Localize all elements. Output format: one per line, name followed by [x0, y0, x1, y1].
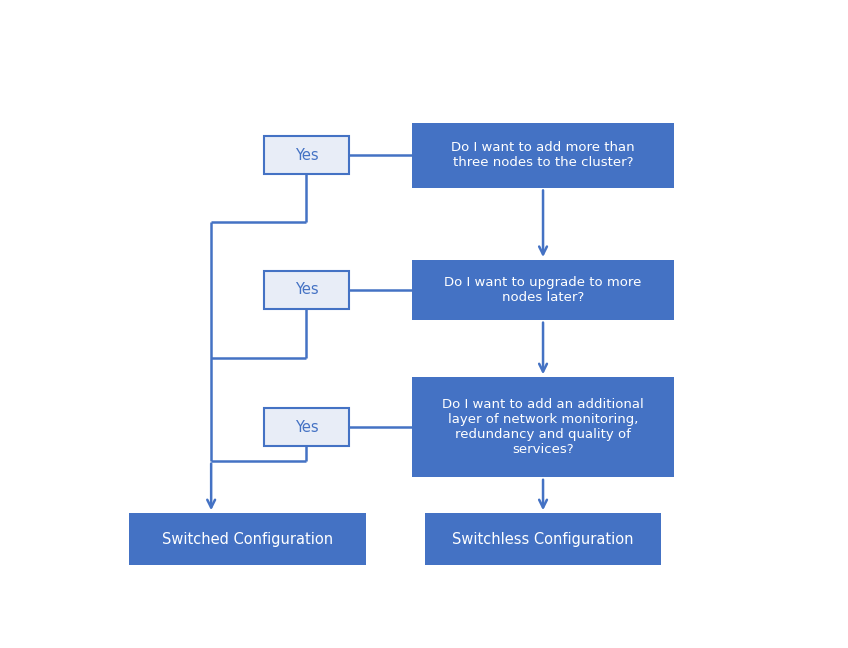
Bar	[264, 136, 349, 174]
Bar	[425, 513, 661, 566]
Bar	[411, 377, 674, 477]
Text: Do I want to add more than
three nodes to the cluster?: Do I want to add more than three nodes t…	[451, 141, 635, 169]
Text: Yes: Yes	[294, 419, 318, 435]
Text: Do I want to upgrade to more
nodes later?: Do I want to upgrade to more nodes later…	[444, 276, 642, 304]
Text: Switchless Configuration: Switchless Configuration	[452, 532, 633, 547]
Bar	[411, 122, 674, 187]
Text: Do I want to add an additional
layer of network monitoring,
redundancy and quali: Do I want to add an additional layer of …	[442, 398, 644, 456]
Text: Switched Configuration: Switched Configuration	[162, 532, 333, 547]
Bar	[264, 271, 349, 308]
Bar	[129, 513, 365, 566]
Bar	[411, 260, 674, 319]
Text: Yes: Yes	[294, 283, 318, 297]
Text: Yes: Yes	[294, 148, 318, 163]
Bar	[264, 408, 349, 446]
